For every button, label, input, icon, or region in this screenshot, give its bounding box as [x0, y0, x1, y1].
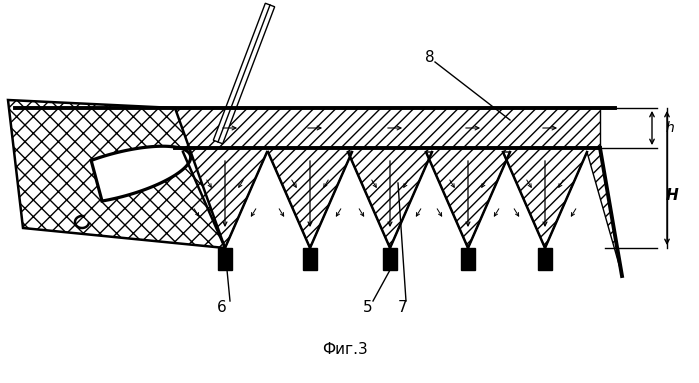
Text: h: h [666, 121, 675, 135]
Polygon shape [175, 108, 600, 148]
Polygon shape [91, 146, 191, 201]
Bar [538, 248, 552, 270]
Text: 6: 6 [217, 300, 227, 314]
Text: H: H [666, 188, 679, 203]
Polygon shape [213, 3, 275, 144]
Bar [461, 248, 475, 270]
Text: 8: 8 [425, 49, 435, 64]
Bar [303, 248, 317, 270]
Bar [218, 248, 232, 270]
Text: Фиг.3: Фиг.3 [322, 342, 368, 357]
Text: 7: 7 [398, 300, 408, 314]
Polygon shape [175, 148, 620, 268]
Bar [383, 248, 397, 270]
Polygon shape [8, 100, 225, 248]
Text: 5: 5 [363, 300, 373, 314]
